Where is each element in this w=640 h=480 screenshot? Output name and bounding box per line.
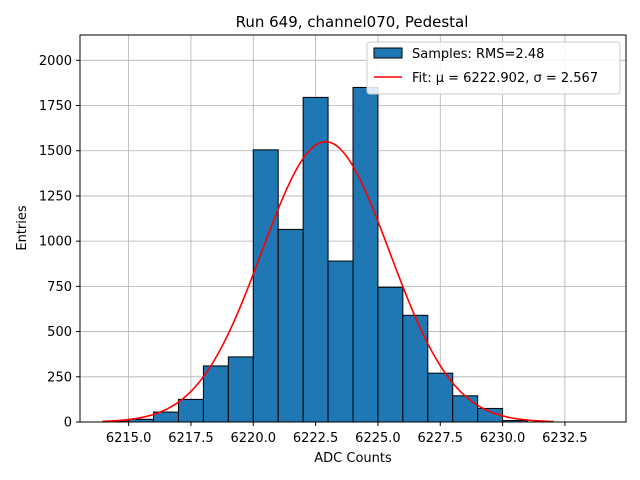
histogram-bar [402,314,429,423]
x-tick-label: 6232.5 [542,431,588,446]
y-tick-label: 0 [64,416,72,431]
plot-frame [79,34,627,423]
x-tick-label: 6222.5 [293,431,339,446]
x-tick-label: 6220.0 [231,431,277,446]
y-tick-label: 1750 [39,99,72,114]
x-tick-label: 6227.5 [418,431,464,446]
y-tick-label: 750 [47,280,72,295]
fit-curve [102,140,554,423]
x-tick-label: 6217.5 [168,431,214,446]
histogram-bars [103,86,529,423]
histogram-bar [277,228,304,423]
y-axis-ticks: 0 250 500 750 1000 1250 1500 1750 2000 [39,54,80,431]
legend: Samples: RMS=2.48 Fit: μ = 6222.902, σ =… [366,41,621,95]
y-tick-label: 1000 [39,235,72,250]
x-axis-label: ADC Counts [314,451,392,466]
legend-box [366,41,621,95]
histogram-bar [452,395,479,423]
histogram-bar [377,286,404,423]
y-tick-label: 500 [47,325,72,340]
chart-title: Run 649, channel070, Pedestal [236,13,469,31]
histogram-bar [252,149,279,423]
legend-samples-swatch [373,47,403,59]
x-tick-label: 6215.0 [106,431,152,446]
x-tick-label: 6230.0 [480,431,526,446]
legend-samples-label: Samples: RMS=2.48 [412,47,544,62]
histogram-bar [427,372,454,423]
y-tick-label: 250 [47,370,72,385]
x-axis-ticks: 6215.0 6217.5 6220.0 6222.5 6225.0 6227.5 6230… [106,422,588,446]
legend-fit-label: Fit: μ = 6222.902, σ = 2.567 [412,71,598,86]
histogram-bar [302,96,329,423]
histogram-bar [227,356,254,423]
histogram-bar [352,86,379,423]
histogram-bar [177,398,204,423]
y-tick-label: 2000 [39,54,72,69]
y-tick-label: 1500 [39,144,72,159]
histogram-bar [202,365,229,423]
histogram-bar [327,260,354,423]
y-tick-label: 1250 [39,189,72,204]
y-axis-label: Entries [15,205,30,251]
x-tick-label: 6225.0 [355,431,401,446]
